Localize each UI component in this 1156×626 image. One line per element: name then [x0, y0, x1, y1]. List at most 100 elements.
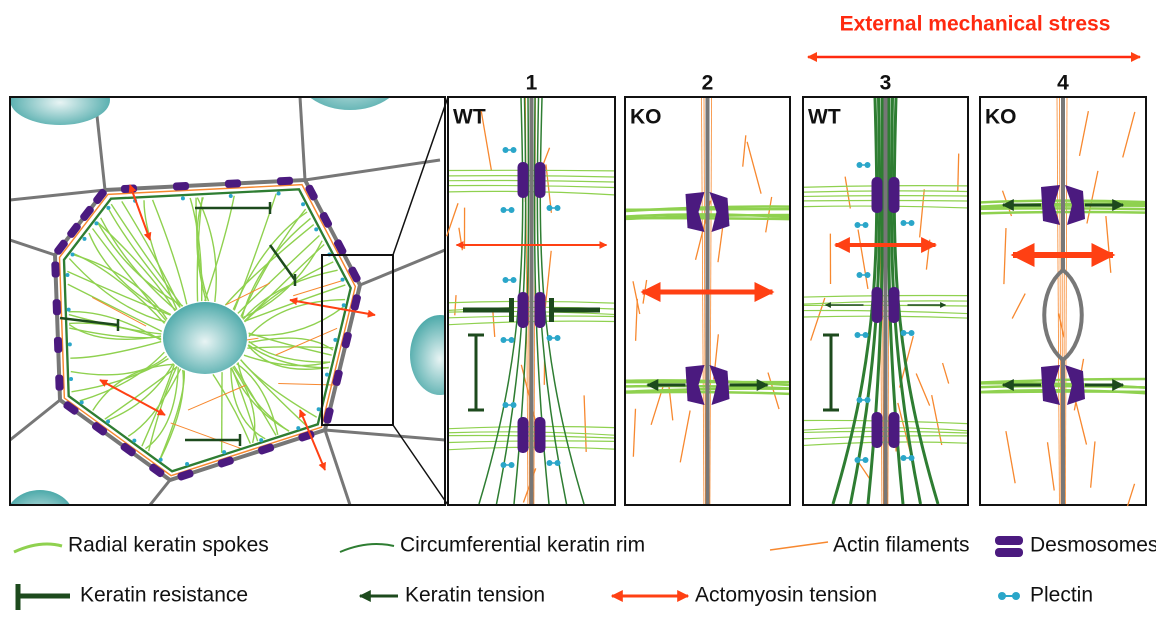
legend-radial	[13, 542, 63, 554]
desmosome	[305, 184, 318, 201]
radial-keratin	[100, 217, 177, 311]
desmosome	[217, 456, 234, 468]
plectin	[554, 460, 561, 466]
plectin	[276, 191, 281, 196]
plectin	[185, 462, 190, 467]
radial-keratin	[212, 374, 251, 444]
plectin	[180, 196, 185, 201]
plectin	[900, 330, 907, 336]
desmosome	[63, 401, 79, 415]
actin	[544, 250, 552, 309]
panels: 1 WT 2 KO 3 WT 4 KO	[446, 72, 1147, 507]
plectin	[510, 277, 517, 283]
keratin-resistance	[59, 316, 119, 327]
radial-keratin	[68, 311, 162, 341]
plectin	[900, 220, 907, 226]
plectin	[158, 457, 163, 462]
desmosome	[341, 332, 352, 349]
radial-keratin	[88, 232, 172, 316]
plectin	[296, 426, 301, 431]
radial-keratin	[70, 355, 168, 376]
cell-border	[148, 479, 172, 505]
radial-keratin	[96, 221, 184, 307]
desmosome	[1041, 365, 1060, 405]
cell-border	[10, 238, 56, 257]
desmosome	[685, 192, 705, 232]
plectin	[862, 332, 869, 338]
desmosome	[534, 417, 546, 453]
legend-label: Actomyosin tension	[695, 584, 877, 607]
plectin	[546, 460, 553, 466]
desmosome	[53, 336, 63, 353]
actin	[480, 111, 493, 172]
plectin	[554, 205, 561, 211]
actin	[1011, 293, 1026, 319]
radial-keratin	[91, 228, 167, 322]
plectin	[66, 307, 71, 312]
actin	[844, 176, 851, 209]
actomyosin-arrow	[99, 379, 166, 416]
actin	[634, 298, 638, 341]
desmosome	[709, 365, 730, 405]
desmosome	[685, 365, 705, 405]
desmosome	[91, 422, 108, 436]
plectin	[854, 332, 861, 338]
desmosome	[276, 176, 294, 186]
panel-number: 3	[880, 72, 892, 95]
desmosome	[177, 469, 194, 481]
actin	[941, 362, 950, 384]
radial-keratin	[241, 240, 323, 319]
neighbor-nucleus	[10, 97, 110, 125]
radial-keratin	[159, 370, 185, 460]
desmosome	[517, 162, 529, 198]
actomyosin-arrow	[128, 184, 152, 241]
membrane	[1042, 98, 1065, 504]
actin	[187, 384, 246, 411]
plectin	[856, 162, 863, 168]
actin	[1086, 170, 1099, 224]
plectin	[502, 402, 509, 408]
radial-keratin	[67, 283, 163, 332]
legend-label: Keratin tension	[405, 584, 545, 607]
radial-keratin	[159, 369, 185, 460]
plectin	[508, 462, 515, 468]
desmosome	[709, 192, 730, 232]
actin	[957, 153, 960, 192]
desmosome	[54, 239, 68, 255]
cell-border	[304, 158, 441, 182]
actin	[1056, 97, 1060, 505]
radial-keratin	[232, 366, 256, 444]
neighbor-nucleus	[10, 490, 71, 505]
plectin	[908, 220, 915, 226]
actin	[1078, 110, 1090, 157]
desmosome	[888, 177, 900, 213]
legend-rim	[339, 543, 395, 553]
zoom-box	[321, 254, 394, 426]
plectin	[333, 337, 338, 342]
plectin	[554, 335, 561, 341]
radial-keratin	[230, 367, 259, 442]
actin	[91, 296, 147, 327]
radial-keratin	[69, 322, 162, 340]
plectin	[67, 342, 72, 347]
desmosome	[888, 412, 900, 448]
radial-keratin	[72, 252, 166, 324]
desmosome	[120, 184, 138, 194]
plectin	[500, 337, 507, 343]
plectin	[341, 303, 346, 308]
plectin	[864, 397, 871, 403]
circumferential-keratin	[62, 188, 352, 473]
panel-number: 1	[526, 72, 538, 95]
plectin	[316, 407, 321, 412]
plectin	[82, 236, 87, 241]
legend-label: Circumferential keratin rim	[400, 534, 645, 557]
plectin	[510, 147, 517, 153]
desmosome	[1041, 185, 1060, 225]
actin	[1046, 442, 1055, 491]
plectin	[908, 455, 915, 461]
legend-label: Plectin	[1030, 584, 1093, 607]
panel-number: 4	[1057, 72, 1069, 95]
radial-keratin	[107, 207, 181, 308]
cell-border	[10, 188, 106, 202]
